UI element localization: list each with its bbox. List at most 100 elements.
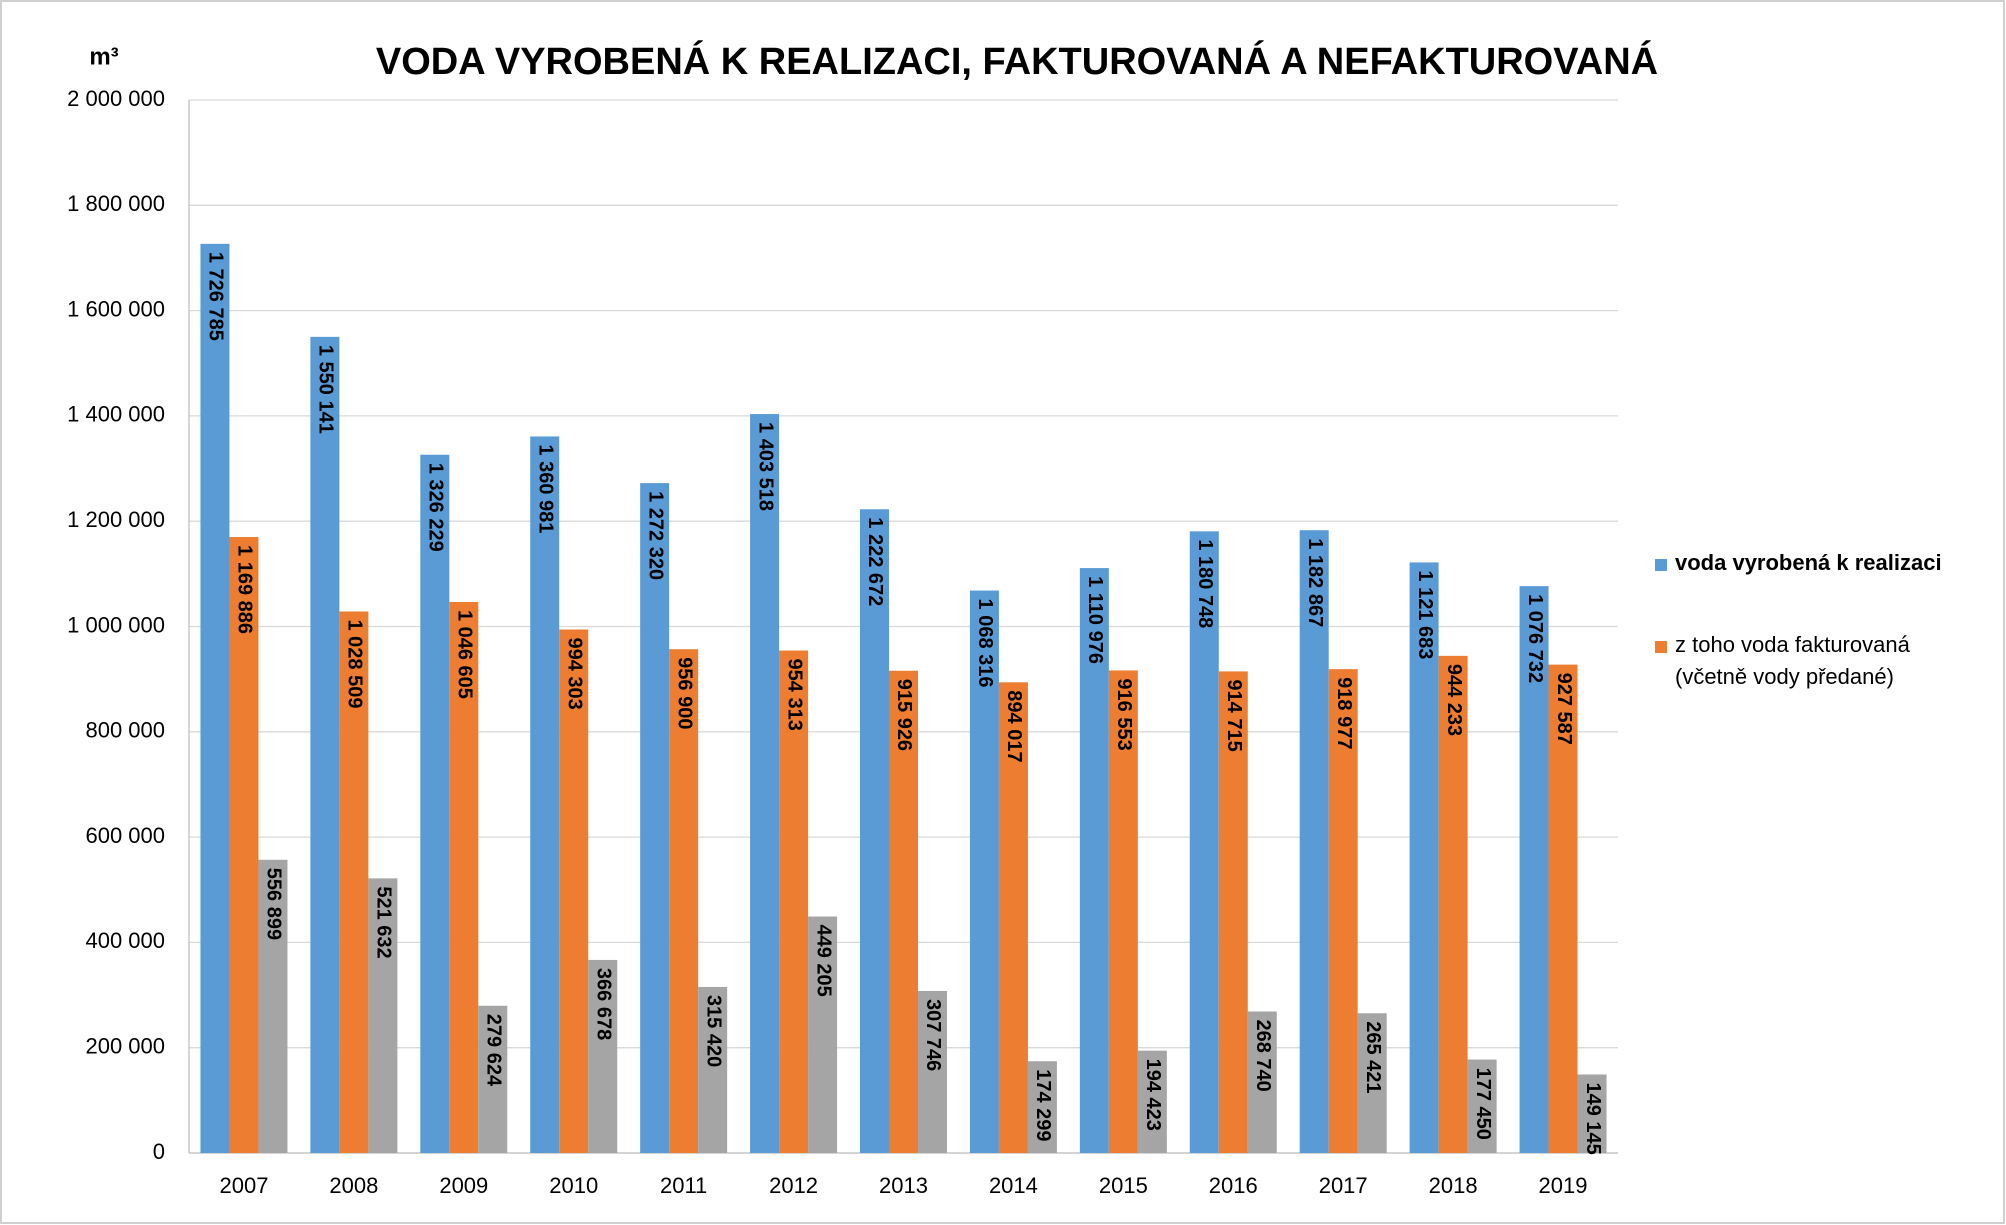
bar <box>229 537 259 1153</box>
data-label: 449 205 <box>812 924 834 996</box>
data-label: 927 587 <box>1553 673 1575 745</box>
x-tick-label: 2011 <box>660 1173 707 1198</box>
data-label: 1 121 683 <box>1414 570 1436 659</box>
bar <box>1438 655 1468 1153</box>
bar <box>1548 664 1578 1153</box>
bar <box>258 859 288 1153</box>
data-label: 556 899 <box>263 868 285 940</box>
bar <box>1519 586 1549 1153</box>
bar <box>1357 1013 1387 1153</box>
y-tick-label: 1 600 000 <box>67 296 165 321</box>
data-label: 916 553 <box>1113 678 1135 750</box>
bar <box>808 916 838 1153</box>
legend-label: voda vyrobená k realizaci <box>1675 550 1942 575</box>
bar <box>640 483 670 1153</box>
y-tick-label: 1 200 000 <box>67 507 165 532</box>
data-label: 149 145 <box>1582 1082 1604 1154</box>
bar <box>478 1005 508 1153</box>
data-label: 894 017 <box>1003 690 1025 762</box>
y-tick-label: 1 400 000 <box>67 402 165 427</box>
x-tick-label: 2012 <box>769 1173 818 1198</box>
bar <box>1189 531 1219 1153</box>
bar <box>559 629 589 1153</box>
data-label: 1 360 981 <box>534 444 556 533</box>
legend-label: z toho voda fakturovaná (včetně vody pře… <box>1675 632 1910 689</box>
data-label: 174 299 <box>1032 1069 1054 1141</box>
bar <box>310 336 340 1153</box>
data-label: 265 421 <box>1362 1021 1384 1093</box>
data-label: 1 110 976 <box>1084 576 1106 664</box>
x-tick-label: 2009 <box>439 1173 488 1198</box>
data-label: 944 233 <box>1443 664 1465 736</box>
x-tick-label: 2016 <box>1209 1173 1258 1198</box>
bar <box>1299 530 1329 1153</box>
data-label: 914 715 <box>1223 679 1245 751</box>
bar <box>889 670 918 1153</box>
bar <box>1137 1050 1167 1153</box>
bar <box>339 611 369 1153</box>
data-label: 1 169 886 <box>234 545 256 634</box>
data-label: 315 420 <box>702 995 724 1067</box>
bar <box>1247 1011 1277 1153</box>
bar <box>530 436 560 1154</box>
y-tick-label: 200 000 <box>85 1034 165 1059</box>
chart-title: VODA VYROBENÁ K REALIZACI, FAKTUROVANÁ A… <box>376 39 1658 83</box>
data-label: 954 313 <box>783 659 805 731</box>
y-tick-label: 800 000 <box>85 718 165 743</box>
data-label: 1 550 141 <box>315 345 337 434</box>
x-tick-label: 2017 <box>1319 1173 1368 1198</box>
y-tick-label: 2 000 000 <box>67 86 165 111</box>
bar <box>1328 669 1358 1153</box>
bar <box>1218 671 1248 1153</box>
x-tick-label: 2013 <box>879 1173 928 1198</box>
data-label: 279 624 <box>483 1014 505 1087</box>
bar <box>779 650 809 1153</box>
data-label: 1 222 672 <box>864 517 886 606</box>
x-tick-label: 2007 <box>219 1173 268 1198</box>
y-tick-label: 600 000 <box>85 823 165 848</box>
bar <box>1467 1059 1497 1153</box>
data-label: 915 926 <box>893 679 915 751</box>
data-label: 366 678 <box>592 968 614 1040</box>
x-tick-label: 2018 <box>1429 1173 1478 1198</box>
bar <box>1409 562 1439 1153</box>
y-tick-label: 0 <box>153 1139 165 1164</box>
data-label: 177 450 <box>1472 1068 1494 1140</box>
data-label: 1 182 867 <box>1304 538 1326 627</box>
legend-swatch <box>1655 559 1667 571</box>
data-label: 956 900 <box>673 657 695 729</box>
x-tick-label: 2015 <box>1099 1173 1148 1198</box>
bar <box>1108 670 1138 1153</box>
data-label: 994 303 <box>563 637 585 709</box>
bar <box>368 878 398 1153</box>
y-tick-label: 1 800 000 <box>67 191 165 216</box>
data-label: 1 046 605 <box>454 610 476 699</box>
bar <box>449 601 479 1153</box>
legend-item: voda vyrobená k realizaci <box>1655 550 1985 579</box>
data-label: 1 180 748 <box>1194 539 1216 628</box>
bar <box>420 454 450 1153</box>
bar <box>1027 1061 1057 1153</box>
bar <box>200 243 230 1153</box>
data-label: 918 977 <box>1333 677 1355 749</box>
x-tick-label: 2019 <box>1539 1173 1588 1198</box>
data-label: 1 068 316 <box>974 599 996 688</box>
data-label: 521 632 <box>373 886 395 958</box>
bar <box>1577 1074 1607 1153</box>
data-label: 268 740 <box>1252 1020 1274 1092</box>
data-label: 1 726 785 <box>205 252 227 341</box>
bar <box>1079 568 1109 1153</box>
y-tick-label: 400 000 <box>85 928 165 953</box>
x-tick-label: 2008 <box>329 1173 378 1198</box>
data-label: 1 028 509 <box>344 619 366 708</box>
bar <box>669 649 699 1153</box>
bar <box>588 959 618 1153</box>
bar <box>860 509 889 1153</box>
data-label: 1 272 320 <box>644 491 666 580</box>
data-label: 1 326 229 <box>425 463 447 552</box>
bar <box>750 414 780 1154</box>
x-tick-label: 2014 <box>989 1173 1038 1198</box>
bar <box>918 990 947 1153</box>
